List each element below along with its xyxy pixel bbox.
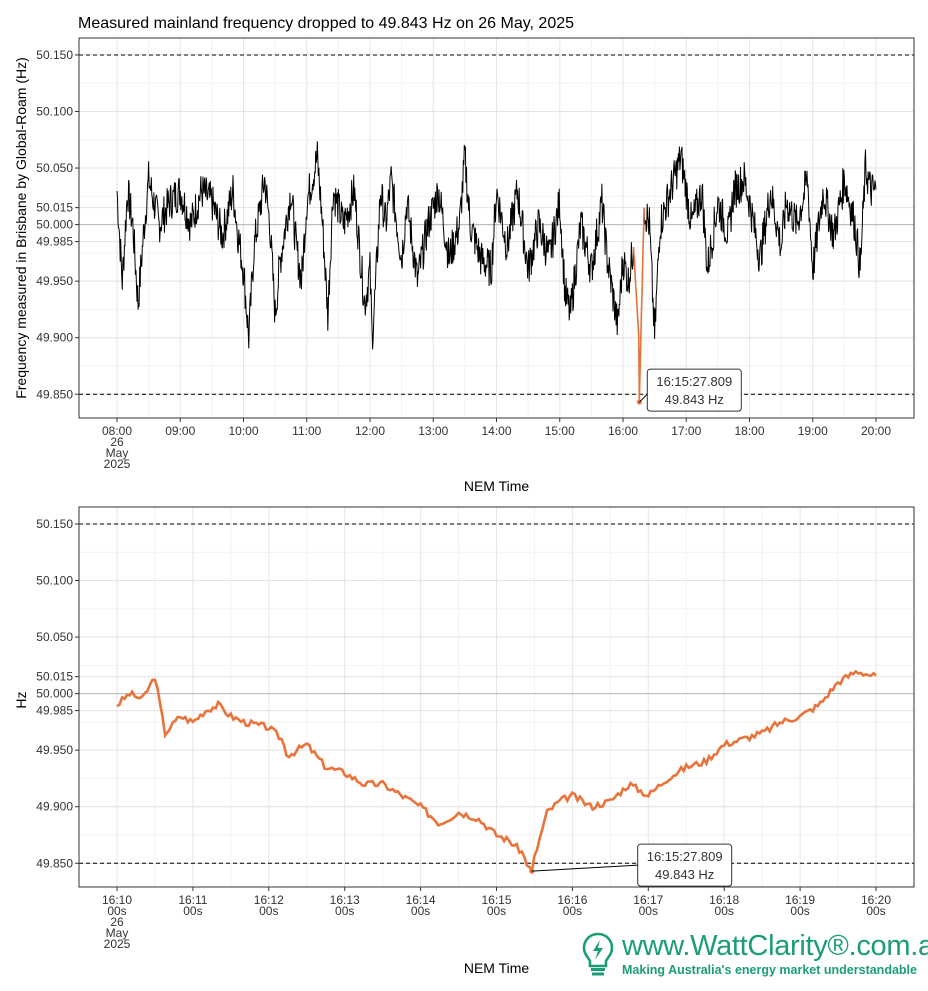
x-tick-label: 00s [107, 904, 126, 918]
plot-border [78, 506, 915, 888]
x-tick-label: 10:00 [228, 424, 258, 438]
annotation-leader [531, 864, 638, 872]
x-tick-label: 16:12 [254, 893, 284, 907]
x-tick-label: 20:00 [861, 424, 891, 438]
x-tick-label: 16:16 [557, 893, 587, 907]
y-axis-title: Frequency measured in Brisbane by Global… [13, 57, 29, 399]
y-tick-label: 50.050 [36, 630, 73, 644]
annotation-text: 49.843 Hz [665, 392, 724, 407]
x-tick-label: May [106, 926, 129, 940]
x-tick-label: 00s [790, 904, 809, 918]
x-tick-label: 16:10 [102, 893, 132, 907]
x-axis-title: NEM Time [464, 960, 530, 976]
series-line-highlight [632, 207, 645, 401]
x-tick-label: 16:11 [178, 893, 207, 907]
x-tick-label: 00s [411, 904, 430, 918]
x-tick-label: 09:00 [165, 424, 195, 438]
x-tick-label: 14:00 [481, 424, 511, 438]
y-tick-label: 50.050 [36, 161, 73, 175]
y-tick-label: 50.015 [36, 670, 73, 684]
x-tick-label: 16:19 [785, 893, 815, 907]
logo-tagline: Making Australia's energy market underst… [622, 963, 917, 977]
plot-border [78, 37, 915, 419]
top-panel-full-day: 49.850 49.900 49.950 49.985 50.000 50.015 50.0… [13, 37, 915, 494]
x-tick-label: 00s [563, 904, 582, 918]
annotation-box [637, 843, 733, 887]
x-tick-label: 12:00 [355, 424, 385, 438]
x-tick-label: 16:14 [406, 893, 436, 907]
x-tick-label: 00s [866, 904, 885, 918]
y-tick-label: 49.950 [36, 274, 73, 288]
x-tick-label: 00s [259, 904, 278, 918]
x-tick-label: 16:17 [633, 893, 663, 907]
x-tick-label: 2025 [104, 937, 131, 951]
x-tick-label: 16:20 [861, 893, 891, 907]
x-tick-label: 2025 [104, 457, 131, 471]
y-tick-label: 49.950 [36, 743, 73, 757]
x-tick-label: 08:00 [102, 424, 132, 438]
y-tick-label: 49.900 [36, 331, 73, 345]
annotation-leader [638, 393, 648, 403]
x-tick-label: 00s [639, 904, 658, 918]
series-line-zoom [116, 669, 877, 875]
bottom-panel-zoom: 49.850 49.900 49.950 49.985 50.000 50.015 50.0… [13, 506, 915, 976]
x-tick-label: 00s [183, 904, 202, 918]
x-tick-label: 16:15 [481, 893, 511, 907]
x-tick-label: 13:00 [418, 424, 448, 438]
annotation-box [646, 368, 742, 412]
x-tick-label: 26 [110, 435, 124, 449]
x-tick-label: 00s [487, 904, 506, 918]
y-tick-label: 49.850 [36, 387, 73, 401]
annotation-text: 16:15:27.809 [647, 849, 723, 864]
x-tick-label: 18:00 [734, 424, 764, 438]
x-tick-label: 15:00 [545, 424, 575, 438]
series-line-full-day [116, 141, 877, 401]
x-tick-label: 17:00 [671, 424, 701, 438]
x-tick-label: 00s [335, 904, 354, 918]
x-tick-label: 19:00 [798, 424, 828, 438]
x-axis-title: NEM Time [464, 478, 530, 494]
annotation-text: 49.843 Hz [655, 867, 714, 882]
y-tick-label: 50.100 [36, 105, 73, 119]
y-tick-label: 49.985 [36, 235, 73, 249]
lightbulb-icon [582, 932, 614, 976]
y-axis-title: Hz [13, 691, 29, 708]
wattclarity-logo: www.WattClarity®.com.au Making Australia… [582, 930, 928, 980]
y-tick-label: 50.015 [36, 201, 73, 215]
y-tick-label: 50.100 [36, 574, 73, 588]
x-tick-label: 16:13 [330, 893, 360, 907]
x-tick-label: 16:00 [608, 424, 638, 438]
y-tick-label: 50.000 [36, 687, 73, 701]
x-tick-label: May [106, 446, 129, 460]
y-tick-label: 50.000 [36, 218, 73, 232]
annotation-text: 16:15:27.809 [656, 374, 732, 389]
y-tick-label: 49.985 [36, 704, 73, 718]
y-tick-label: 50.150 [36, 517, 73, 531]
x-tick-label: 26 [110, 915, 124, 929]
y-tick-label: 49.850 [36, 856, 73, 870]
y-tick-label: 50.150 [36, 48, 73, 62]
x-tick-label: 11:00 [292, 424, 321, 438]
x-tick-label: 00s [715, 904, 734, 918]
y-tick-label: 49.900 [36, 800, 73, 814]
chart-title: Measured mainland frequency dropped to 4… [78, 15, 574, 32]
x-tick-label: 16:18 [709, 893, 739, 907]
logo-url-text: www.WattClarity®.com.au [622, 930, 928, 962]
